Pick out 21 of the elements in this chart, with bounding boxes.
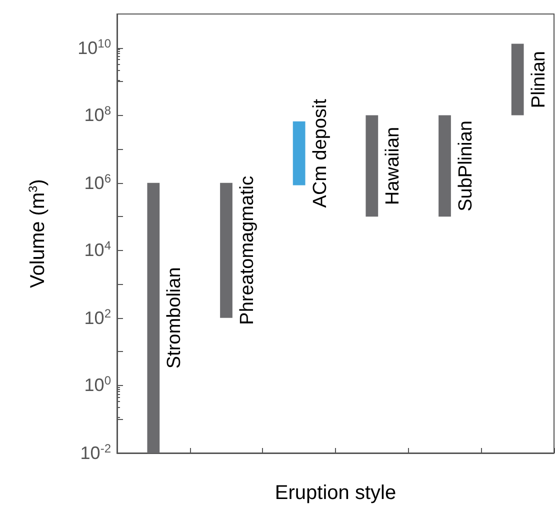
bar bbox=[147, 182, 160, 453]
y-tick-label: 10$^{2}$ bbox=[84, 306, 111, 328]
y-tick-label: 10$^{10}$ bbox=[78, 36, 111, 58]
x-tick-label: ACm deposit bbox=[310, 98, 331, 208]
x-tick-label: SubPlinian bbox=[455, 120, 476, 212]
y-tick-label: 10$^{8}$ bbox=[84, 104, 111, 126]
bar bbox=[366, 115, 378, 217]
x-axis-title: Eruption style bbox=[274, 482, 396, 504]
bar bbox=[220, 182, 232, 318]
bar bbox=[511, 44, 524, 116]
y-tick-label: 10$^{4}$ bbox=[84, 238, 111, 260]
x-tick-label: Hawaiian bbox=[382, 126, 404, 206]
y-axis-title: Volume (m3) bbox=[26, 179, 49, 288]
bar bbox=[438, 115, 451, 217]
bar bbox=[292, 121, 306, 186]
x-tick-label: Strombolian bbox=[164, 267, 186, 369]
y-tick-label: 10$^{6}$ bbox=[84, 171, 111, 193]
x-tick-label: Phreatomagmatic bbox=[236, 176, 258, 325]
y-tick-label: 10$^{-2}$ bbox=[80, 441, 111, 463]
y-tick-label: 10$^{0}$ bbox=[84, 374, 111, 396]
x-tick-label: Plinian bbox=[528, 51, 550, 108]
